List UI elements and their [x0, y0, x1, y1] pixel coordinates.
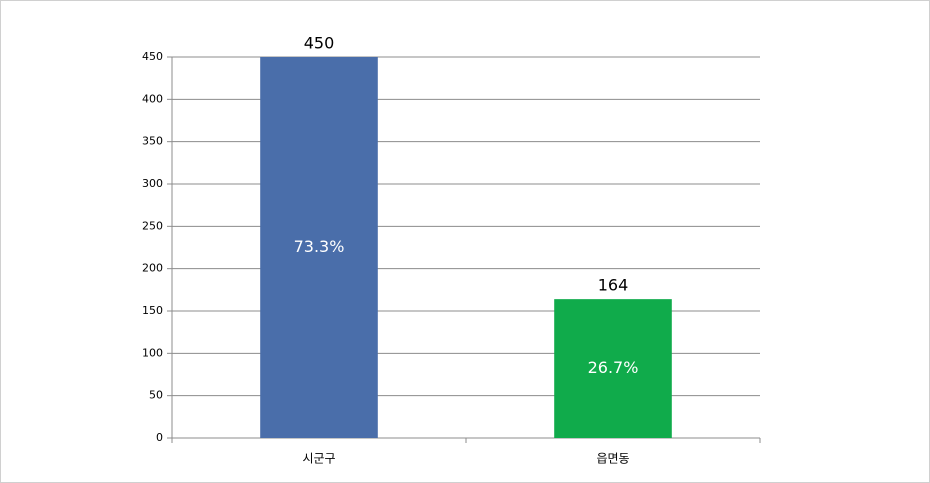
- y-tick-label: 350: [142, 135, 163, 148]
- y-tick-label: 150: [142, 304, 163, 317]
- percent-label: 26.7%: [588, 358, 639, 377]
- y-tick-label: 200: [142, 262, 163, 275]
- y-tick-label: 300: [142, 177, 163, 190]
- y-tick-label: 0: [156, 431, 163, 444]
- y-tick-label: 50: [149, 389, 163, 402]
- x-tick-label: 시군구: [302, 452, 335, 466]
- value-label: 164: [598, 276, 629, 295]
- value-label: 450: [304, 34, 335, 53]
- y-tick-label: 450: [142, 50, 163, 63]
- y-tick-label: 250: [142, 219, 163, 232]
- y-tick-label: 400: [142, 92, 163, 105]
- percent-label: 73.3%: [294, 237, 345, 256]
- bar: [554, 299, 672, 438]
- bar: [260, 57, 378, 438]
- y-tick-label: 100: [142, 346, 163, 359]
- x-tick-label: 읍면동: [596, 452, 629, 466]
